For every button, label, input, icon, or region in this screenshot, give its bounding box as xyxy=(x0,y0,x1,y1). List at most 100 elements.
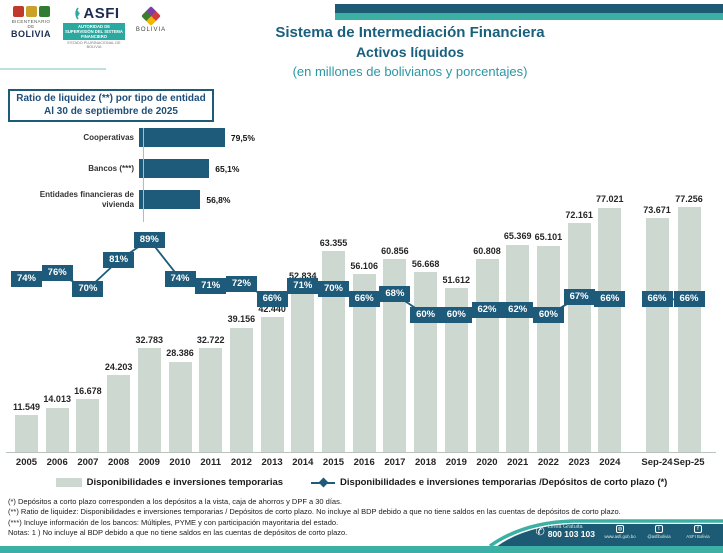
ratio-label-2015: 70% xyxy=(318,281,349,297)
bar-2016 xyxy=(352,274,376,452)
facebook-icon: f xyxy=(694,524,702,533)
bar-2014 xyxy=(291,284,315,452)
bar-value-label: 16.678 xyxy=(74,385,102,396)
x-axis-label: 2014 xyxy=(292,457,314,468)
inset-bar-row: Cooperativas 79,5% xyxy=(8,128,298,147)
ratio-label-2024: 66% xyxy=(594,291,626,308)
x-axis-label: 2011 xyxy=(200,457,221,468)
bar-value-label: 39.156 xyxy=(227,314,256,325)
ratio-label-Sep-24: 66% xyxy=(641,291,673,308)
chart-legend: Disponibilidades e inversiones temporari… xyxy=(0,477,723,488)
x-axis-label: Sep-25 xyxy=(673,457,705,468)
ratio-label-2014: 71% xyxy=(287,278,319,295)
bar-2018 xyxy=(414,272,438,452)
title-block: Sistema de Intermediación Financiera Act… xyxy=(175,24,645,79)
units-line: (en millones de bolivianos y porcentajes… xyxy=(292,64,528,79)
x-axis-label: 2010 xyxy=(169,457,191,468)
line-series-marker-icon xyxy=(311,477,336,487)
ratio-label-2019: 60% xyxy=(440,307,472,323)
x-axis-label: 2019 xyxy=(445,457,467,468)
bar-Sep-24 xyxy=(645,218,669,452)
x-axis-label: 2018 xyxy=(415,457,437,468)
bar-value-label: 60.856 xyxy=(381,245,409,256)
globe-icon: ◍ xyxy=(616,524,624,533)
bar-value-label: 65.369 xyxy=(503,231,532,242)
x-axis-label: 2008 xyxy=(108,457,130,468)
footer-strip xyxy=(0,546,723,553)
bicentenario-glyphs-icon xyxy=(8,6,54,17)
bar-2013 xyxy=(260,317,284,452)
bicentenario-logo: BICENTENARIO DE BOLIVIA xyxy=(8,6,54,39)
footnotes: (*) Depósitos a corto plazo corresponden… xyxy=(8,497,708,538)
footnote-1: (*) Depósitos a corto plazo corresponden… xyxy=(8,497,342,506)
ratio-label-2013: 66% xyxy=(256,291,288,308)
bar-2011 xyxy=(199,348,223,452)
bar-2005 xyxy=(15,415,38,452)
bar-value-label: 56.106 xyxy=(350,260,378,271)
header-band-dark xyxy=(335,4,723,13)
ratio-label-2007: 70% xyxy=(72,281,104,297)
bar-2007 xyxy=(76,399,100,452)
bar-2012 xyxy=(229,327,253,452)
ratio-label-2012: 72% xyxy=(225,275,257,292)
x-axis-label: 2012 xyxy=(230,457,252,468)
inset-bar-value: 79,5% xyxy=(230,132,255,143)
footnote-2: (**) Ratio de liquidez: Disponibilidades… xyxy=(8,507,621,517)
bicentenario-name: BOLIVIA xyxy=(10,29,51,39)
bar-2023 xyxy=(567,223,591,452)
x-axis-label: 2023 xyxy=(568,457,590,468)
page-title: Sistema de Intermediación Financiera xyxy=(275,24,545,41)
bar-value-label: 32.783 xyxy=(135,334,164,345)
bar-value-label: 63.355 xyxy=(319,237,348,248)
website-block: ◍ www.asfi.gob.bo xyxy=(603,524,637,539)
bar-value-label: 51.612 xyxy=(442,274,471,285)
inset-bar xyxy=(139,190,201,209)
bar-2022 xyxy=(536,245,560,452)
ratio-label-2006: 76% xyxy=(41,265,73,282)
footer-contact: ✆ Línea Gratuita 800 103 103 ◍ www.asfi.… xyxy=(536,524,716,539)
bar-value-label: 24.203 xyxy=(104,361,133,372)
x-axis-label: 2022 xyxy=(537,457,559,468)
logo-underline xyxy=(0,68,106,70)
ratio-label-2016: 66% xyxy=(348,291,380,308)
ratio-label-2021: 62% xyxy=(502,301,534,318)
x-axis-label: 2005 xyxy=(15,457,38,468)
ratio-label-2023: 67% xyxy=(563,288,595,305)
bicentenario-top-text: BICENTENARIO DE xyxy=(11,19,51,29)
ratio-label-2011: 71% xyxy=(195,278,227,295)
phone-block: ✆ Línea Gratuita 800 103 103 xyxy=(536,524,596,539)
asfi-state-text: ESTADO PLURINACIONAL DE BOLIVIA xyxy=(67,41,121,50)
asfi-name: ASFI xyxy=(83,5,120,22)
x-axis-line xyxy=(6,452,716,453)
footer-swoosh xyxy=(488,519,723,547)
ratio-label-Sep-25: 66% xyxy=(673,291,705,308)
footnote-3: (***) Incluye información de los bancos:… xyxy=(8,517,339,527)
legend-item-bars: Disponibilidades e inversiones temporari… xyxy=(55,477,284,488)
bar-value-label: 60.808 xyxy=(473,245,501,256)
ratio-label-2020: 62% xyxy=(471,301,503,318)
inset-bar xyxy=(139,159,210,178)
logo-group: BICENTENARIO DE BOLIVIA ASFI AUTORIDAD D… xyxy=(8,6,168,49)
header-band-light xyxy=(335,13,723,20)
bar-2024 xyxy=(598,207,622,452)
bar-value-label: 77.256 xyxy=(675,193,703,204)
social-links: ◍ www.asfi.gob.bo t @asfibolivia f ASFI … xyxy=(603,524,715,539)
bar-value-label: 32.722 xyxy=(196,334,225,345)
inset-axis-line xyxy=(143,128,144,222)
ratio-label-2005: 74% xyxy=(11,270,42,287)
asfi-subtitle: AUTORIDAD DE SUPERVISIÓN DEL SISTEMA FIN… xyxy=(63,23,125,41)
bar-value-label: 72.161 xyxy=(565,209,593,220)
legend-bars-label: Disponibilidades e inversiones temporari… xyxy=(86,477,284,488)
ratio-label-2009: 89% xyxy=(133,231,165,248)
bar-2008 xyxy=(107,375,131,452)
x-axis-label: 2021 xyxy=(507,457,529,468)
bar-value-label: 77.021 xyxy=(596,194,624,205)
bar-2021 xyxy=(506,244,530,452)
legend-line-label: Disponibilidades e inversiones temporari… xyxy=(340,477,668,488)
inset-category-label: Cooperativas xyxy=(83,132,134,142)
twitter-label: @asfibolivia xyxy=(647,533,671,539)
bolivia-emblem-name: BOLIVIA xyxy=(135,27,167,33)
bar-2019 xyxy=(444,288,468,452)
x-axis-label: 2009 xyxy=(138,457,160,468)
